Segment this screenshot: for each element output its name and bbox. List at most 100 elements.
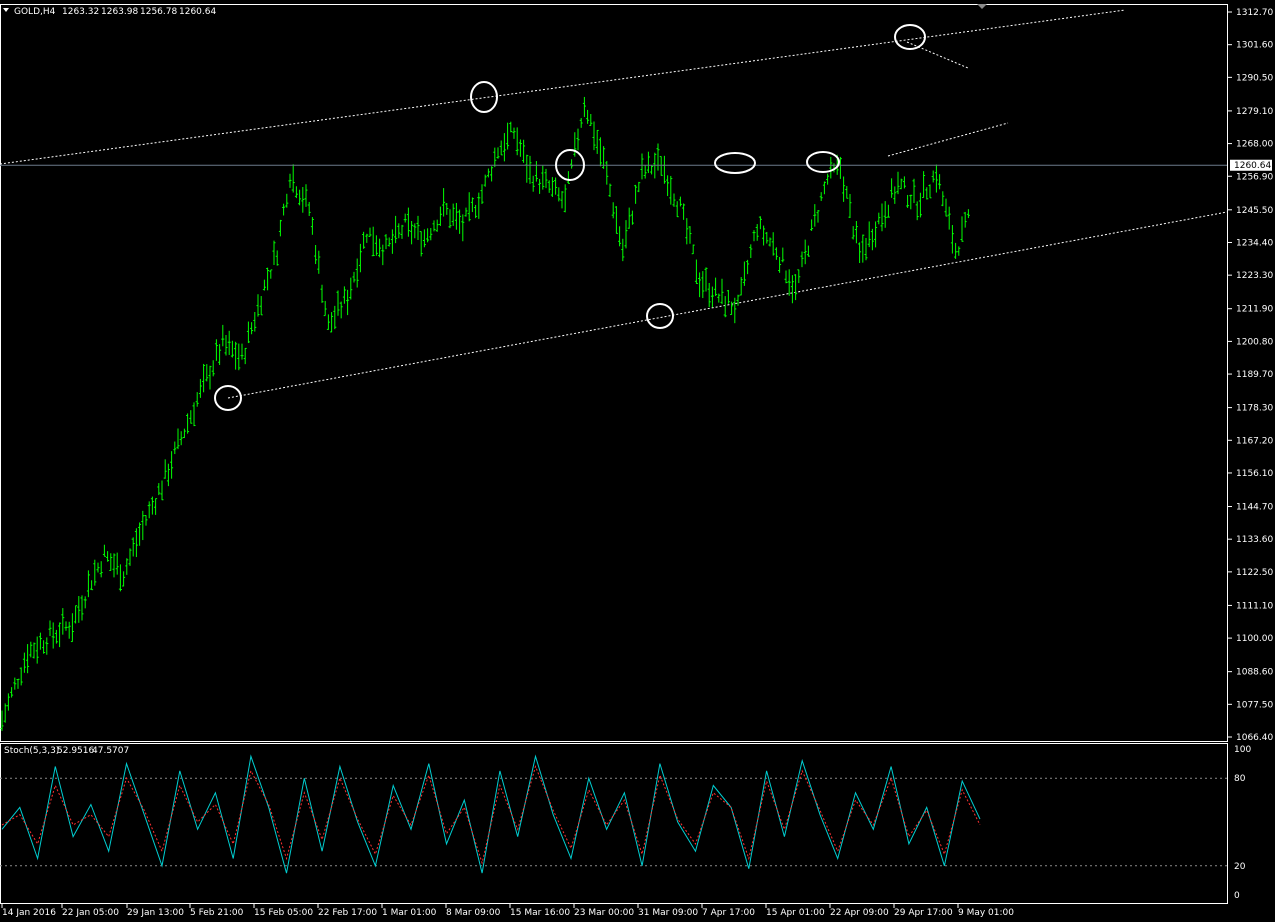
price-bar xyxy=(960,216,964,242)
circle-marker[interactable] xyxy=(214,385,242,411)
price-bar xyxy=(250,322,254,335)
price-bar xyxy=(778,256,782,273)
price-bar xyxy=(896,171,900,195)
chart-menu-triangle-icon[interactable] xyxy=(3,8,9,12)
price-bar xyxy=(547,180,551,193)
price-bar xyxy=(182,428,186,439)
price-bar xyxy=(701,271,705,299)
circle-marker[interactable] xyxy=(646,303,674,329)
trendline[interactable] xyxy=(887,122,1009,157)
circle-marker[interactable] xyxy=(806,151,840,173)
price-bar xyxy=(483,174,487,187)
price-bar xyxy=(371,226,375,257)
price-bar xyxy=(707,282,711,308)
price-bar xyxy=(170,451,174,479)
price-bar xyxy=(138,522,142,546)
price-bar xyxy=(378,238,382,258)
price-bar xyxy=(662,155,666,184)
price-bar xyxy=(598,137,602,167)
symbol-label: GOLD,H4 xyxy=(14,7,56,17)
price-bar xyxy=(58,622,62,648)
price-bar xyxy=(413,223,417,239)
price-bar xyxy=(272,240,276,265)
price-bar xyxy=(323,300,327,317)
price-bar xyxy=(422,229,426,248)
price-bar xyxy=(125,558,129,575)
price-bar xyxy=(864,238,868,261)
price-bar xyxy=(269,269,273,279)
price-bar xyxy=(579,118,583,128)
price-bar xyxy=(694,259,698,284)
price-bar xyxy=(509,121,513,133)
price-tick-label: 1268.00 xyxy=(1236,140,1273,150)
price-bar xyxy=(746,259,750,275)
price-tick-label: 1312.70 xyxy=(1236,8,1273,18)
price-bar xyxy=(640,153,644,180)
price-bar xyxy=(730,301,734,316)
price-bar xyxy=(726,289,730,304)
price-bar xyxy=(339,301,343,319)
price-bar xyxy=(925,187,929,200)
pattern-markers[interactable] xyxy=(214,24,926,411)
price-bar xyxy=(29,641,33,658)
price-bar xyxy=(32,642,36,659)
stoch-levels xyxy=(0,777,1227,867)
trendline[interactable] xyxy=(0,9,1126,165)
close-value: 1260.64 xyxy=(179,7,216,17)
price-bar xyxy=(506,122,510,150)
price-bar xyxy=(109,553,113,571)
price-bar xyxy=(438,206,442,226)
price-bar xyxy=(867,221,871,248)
price-bar xyxy=(74,605,78,624)
price-bar xyxy=(858,242,862,264)
trendlines[interactable] xyxy=(0,9,1228,399)
price-tick-label: 1245.50 xyxy=(1236,206,1273,216)
price-bar xyxy=(902,176,906,189)
price-bar xyxy=(304,184,308,207)
price-bar xyxy=(352,271,356,283)
price-bar xyxy=(813,204,817,227)
trendline[interactable] xyxy=(227,211,1228,399)
circle-marker[interactable] xyxy=(555,149,585,181)
price-tick-label: 1167.20 xyxy=(1236,436,1273,446)
trendline[interactable] xyxy=(906,41,969,69)
price-bar xyxy=(173,441,177,455)
svg-text:1260.64: 1260.64 xyxy=(1234,161,1271,171)
price-bar xyxy=(566,171,570,184)
price-tick-label: 1156.10 xyxy=(1236,469,1273,479)
price-bar xyxy=(723,296,727,318)
price-tick-label: 1256.90 xyxy=(1236,172,1273,182)
stoch-axis: 100 80 20 0 xyxy=(1234,745,1251,901)
price-bar xyxy=(819,192,823,202)
circle-marker[interactable] xyxy=(714,152,756,174)
circle-marker[interactable] xyxy=(894,24,926,50)
price-bar xyxy=(285,193,289,208)
price-bar xyxy=(26,644,30,674)
price-bar xyxy=(848,194,852,219)
price-bar xyxy=(659,156,663,176)
price-bar xyxy=(656,143,660,171)
price-bar xyxy=(186,413,190,434)
time-tick-label: 15 Apr 01:00 xyxy=(766,908,825,918)
price-bar xyxy=(627,207,631,229)
price-bar xyxy=(45,637,49,655)
price-bar xyxy=(912,178,916,203)
price-bar xyxy=(80,595,84,621)
price-bar xyxy=(221,324,225,347)
price-tick-label: 1133.60 xyxy=(1236,535,1273,545)
chart-shift-marker-icon[interactable] xyxy=(977,4,987,9)
price-bar xyxy=(115,552,119,575)
price-bar xyxy=(576,128,580,151)
price-bar xyxy=(83,596,87,609)
price-bar xyxy=(134,528,138,558)
price-bar xyxy=(54,629,58,644)
price-bars xyxy=(0,96,970,731)
price-bar xyxy=(749,244,753,259)
circle-marker[interactable] xyxy=(470,81,498,113)
price-bar xyxy=(381,244,385,266)
time-tick-label: 23 Mar 00:00 xyxy=(574,908,634,918)
price-bar xyxy=(314,244,318,265)
price-bar xyxy=(560,191,564,209)
